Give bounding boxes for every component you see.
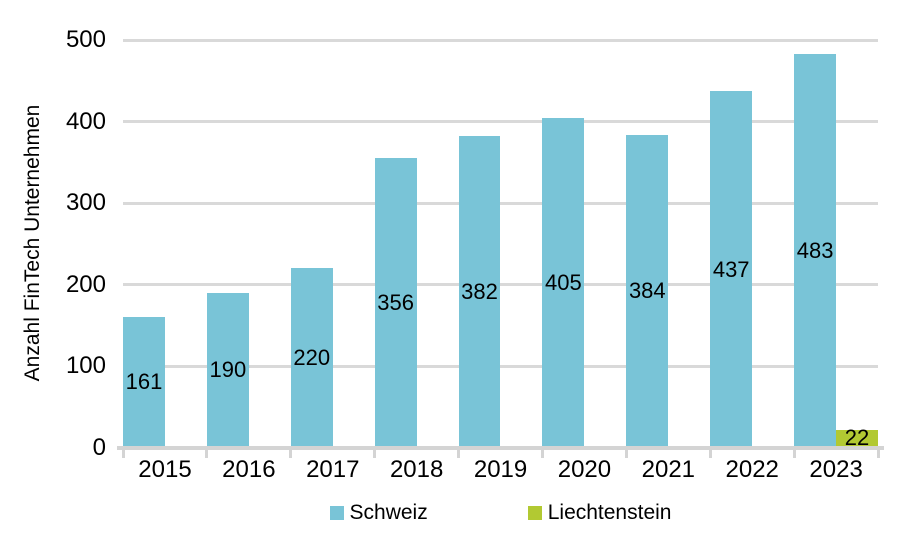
- legend-swatch-liechtenstein: [527, 506, 542, 520]
- gridline: [123, 283, 878, 287]
- gridline: [123, 201, 878, 205]
- x-tick-label: 2022: [725, 456, 779, 483]
- x-tick-mark: [457, 449, 461, 458]
- gridline: [123, 364, 878, 368]
- bar-value-label: 356: [377, 289, 414, 315]
- y-tick-label: 500: [65, 26, 106, 53]
- bar-value-label: 483: [796, 237, 834, 263]
- gridline: [123, 120, 878, 124]
- bar-value-label: 220: [293, 345, 331, 371]
- x-tick-label: 2017: [306, 456, 360, 483]
- y-tick-label: 100: [65, 352, 106, 380]
- legend-item-schweiz: Schweiz: [329, 501, 428, 525]
- bar-value-label: 382: [461, 279, 498, 305]
- bar-schweiz-2022: [710, 91, 753, 448]
- legend: Schweiz Liechtenstein: [123, 501, 878, 525]
- x-tick-label: 2015: [138, 456, 192, 483]
- x-tick-mark: [624, 449, 628, 458]
- legend-label: Schweiz: [349, 501, 428, 524]
- gridline: [123, 38, 878, 42]
- x-tick-label: 2023: [809, 456, 863, 483]
- x-tick-mark: [373, 449, 377, 458]
- bar-schweiz-2021: [626, 134, 669, 448]
- legend-label: Liechtenstein: [547, 501, 672, 524]
- x-tick-mark: [540, 449, 544, 458]
- y-tick-label: 0: [92, 434, 106, 461]
- y-axis-title: Anzahl FinTech Unternehmen: [21, 104, 44, 382]
- x-axis-line: [117, 446, 884, 450]
- bar-schweiz-2019: [458, 136, 501, 448]
- x-tick-label: 2020: [557, 456, 612, 483]
- bar-value-label: 437: [712, 256, 750, 282]
- bar-schweiz-2017: [290, 268, 333, 448]
- x-tick-mark: [708, 449, 712, 458]
- x-tick-label: 2016: [222, 456, 276, 483]
- y-tick-label: 200: [65, 270, 106, 298]
- bar-value-label: 22: [844, 425, 870, 450]
- bar-value-label: 190: [209, 357, 247, 383]
- x-tick-mark: [792, 449, 796, 458]
- bar-schweiz-2016: [206, 292, 249, 448]
- x-tick-label: 2019: [473, 456, 528, 483]
- legend-item-liechtenstein: Liechtenstein: [527, 501, 672, 525]
- bar-value-label: 405: [545, 269, 582, 295]
- bar-value-label: 161: [125, 369, 163, 395]
- legend-swatch-schweiz: [329, 506, 344, 520]
- x-tick-mark: [876, 449, 880, 458]
- bar-liechtenstein-2023: [836, 430, 878, 448]
- bar-schweiz-2020: [542, 117, 585, 448]
- x-tick-mark: [205, 449, 209, 458]
- x-tick-label: 2018: [389, 456, 444, 483]
- bar-schweiz-2018: [374, 157, 417, 448]
- y-tick-label: 400: [65, 107, 106, 135]
- bar-value-label: 384: [628, 278, 666, 304]
- x-tick-label: 2021: [641, 456, 696, 483]
- bar-schweiz-2015: [123, 316, 165, 448]
- y-tick-label: 300: [65, 189, 106, 217]
- x-tick-mark: [121, 449, 125, 458]
- bar-schweiz-2023: [794, 53, 837, 448]
- x-tick-mark: [289, 449, 293, 458]
